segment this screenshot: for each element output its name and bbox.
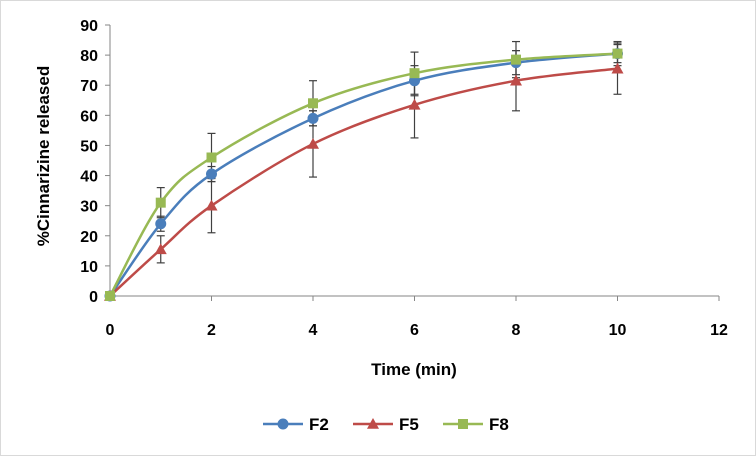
data-point-f5 <box>307 137 319 149</box>
x-tick-label: 2 <box>207 322 216 339</box>
data-point-f8 <box>155 197 166 208</box>
x-tick-label: 6 <box>410 322 419 339</box>
y-tick-label: 20 <box>80 229 98 246</box>
data-point-f5 <box>611 62 624 74</box>
data-point-f8 <box>511 54 521 65</box>
legend-label-f2: F2 <box>309 415 329 434</box>
y-tick-label: 40 <box>80 169 98 186</box>
y-tick-label: 90 <box>80 18 98 35</box>
y-tick-label: 10 <box>80 259 98 276</box>
data-point-f5 <box>205 199 218 211</box>
data-point-f2 <box>307 112 319 124</box>
data-point-f5 <box>510 74 522 86</box>
y-tick-label: 60 <box>80 108 98 125</box>
legend: F2 F5 F8 <box>263 415 509 434</box>
data-point-f2 <box>155 218 167 230</box>
data-point-f8 <box>308 98 318 109</box>
y-axis-title: %Cinnarizine released <box>34 66 53 246</box>
data-point-f8 <box>409 68 420 79</box>
x-tick-label: 8 <box>512 322 521 339</box>
data-point-f8 <box>612 48 623 59</box>
x-tick-label: 12 <box>710 322 728 339</box>
data-point-f2 <box>206 168 217 180</box>
y-tick-label: 30 <box>80 199 98 216</box>
y-tick-label: 0 <box>89 289 98 306</box>
series-line-f5 <box>109 67 618 297</box>
legend-marker-f8 <box>458 419 468 429</box>
data-point-f5 <box>154 243 167 255</box>
legend-marker-f5 <box>367 418 379 429</box>
x-tick-label: 0 <box>106 322 115 339</box>
data-point-f8 <box>105 291 115 301</box>
y-tick-label: 80 <box>80 48 98 65</box>
series-markers <box>104 48 624 302</box>
series-line-f8 <box>108 52 618 297</box>
axes: 0 10 20 30 40 50 60 70 80 90 0 2 4 6 8 10 12 <box>80 18 728 339</box>
data-point-f8 <box>206 152 217 163</box>
series-lines <box>108 52 618 297</box>
data-point-f5 <box>408 98 421 110</box>
x-tick-label: 10 <box>609 322 627 339</box>
x-axis-title: Time (min) <box>371 360 457 379</box>
legend-marker-f2 <box>277 418 289 430</box>
legend-label-f5: F5 <box>399 415 419 434</box>
legend-label-f8: F8 <box>489 415 509 434</box>
y-tick-label: 50 <box>80 138 98 155</box>
y-tick-label: 70 <box>80 78 98 95</box>
x-tick-label: 4 <box>309 322 318 339</box>
